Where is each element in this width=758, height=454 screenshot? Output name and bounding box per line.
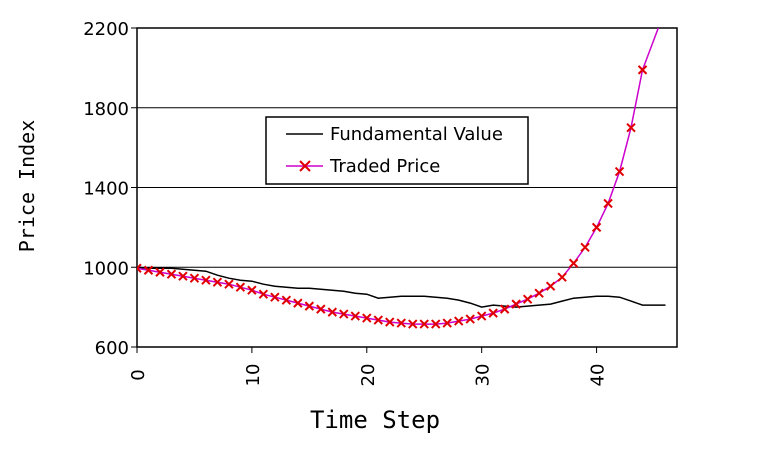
data-point-traded-price: [316, 304, 326, 314]
data-point-traded-price: [212, 277, 223, 287]
data-point-traded-price: [534, 288, 544, 298]
x-tick-label: 10: [243, 364, 264, 387]
data-point-traded-price: [522, 294, 533, 304]
x-tick-label: 0: [128, 369, 149, 380]
gridlines: [131, 27, 677, 353]
data-point-traded-price: [476, 311, 487, 321]
series-line-traded-price: [137, 28, 660, 325]
legend-label-fundamental-value: Fundamental Value: [330, 124, 503, 145]
data-point-traded-price: [442, 318, 452, 328]
data-point-traded-price: [603, 198, 613, 209]
series-line-fundamental-value: [137, 266, 666, 308]
y-tick-label: 1000: [83, 258, 129, 279]
y-tick-label: 600: [95, 338, 129, 359]
data-point-traded-price: [178, 271, 188, 281]
data-point-traded-price: [166, 269, 177, 279]
data-point-traded-price: [201, 275, 211, 285]
data-point-traded-price: [419, 319, 429, 329]
data-point-traded-price: [408, 319, 418, 329]
data-point-traded-price: [247, 285, 257, 295]
legend-marker-traded-price: [299, 160, 311, 172]
data-point-traded-price: [362, 313, 372, 323]
x-tick-label: 20: [358, 364, 379, 387]
data-point-traded-price: [155, 267, 165, 277]
data-point-traded-price: [557, 272, 567, 282]
data-point-traded-price: [568, 258, 579, 268]
data-point-traded-price: [396, 318, 406, 328]
data-point-traded-price: [270, 292, 280, 302]
data-point-traded-price: [591, 222, 602, 233]
legend-box: [265, 116, 529, 185]
data-point-traded-price: [637, 65, 648, 75]
data-point-traded-price: [350, 311, 361, 321]
x-tick-label: 30: [473, 364, 494, 387]
data-point-traded-price: [580, 242, 590, 253]
data-point-traded-price: [189, 273, 200, 283]
data-point-traded-price: [431, 319, 441, 329]
data-point-traded-price: [293, 298, 303, 308]
y-tick-labels: 600 1000 1400 1800 2200: [83, 19, 129, 359]
x-axis-title: Time Step: [310, 406, 440, 434]
data-point-traded-price: [143, 265, 154, 275]
y-axis-title: Price Index: [15, 120, 39, 252]
data-point-traded-price: [304, 301, 315, 311]
y-tick-label: 2200: [83, 19, 129, 40]
legend-label-traded-price: Traded Price: [329, 156, 440, 177]
data-point-traded-price: [373, 315, 383, 325]
data-point-traded-price: [499, 304, 510, 314]
data-point-traded-price: [281, 295, 292, 305]
series-traded-price: [137, 28, 660, 329]
y-tick-label: 1400: [83, 179, 129, 200]
data-point-traded-price: [258, 289, 269, 299]
data-point-traded-price: [465, 314, 475, 324]
data-point-traded-price: [453, 316, 464, 326]
plot-area-border: [136, 27, 678, 348]
data-point-traded-price: [224, 279, 234, 289]
series-fundamental-value: [137, 266, 666, 308]
data-point-traded-price: [626, 122, 636, 133]
data-point-traded-price: [385, 317, 395, 327]
x-tick-label: 40: [588, 364, 609, 387]
data-point-traded-price: [488, 308, 498, 318]
data-point-traded-price: [614, 166, 625, 177]
data-point-traded-price: [545, 281, 556, 291]
x-tick-labels: 0 10 20 30 40: [128, 364, 609, 387]
legend: Fundamental Value Traded Price: [265, 116, 529, 185]
data-point-traded-price: [339, 309, 349, 319]
data-point-traded-price: [327, 307, 338, 317]
data-point-traded-price: [137, 263, 142, 273]
y-tick-label: 1800: [83, 99, 129, 120]
data-point-traded-price: [511, 299, 521, 309]
series-lines: [137, 28, 666, 329]
data-point-traded-price: [235, 282, 246, 292]
